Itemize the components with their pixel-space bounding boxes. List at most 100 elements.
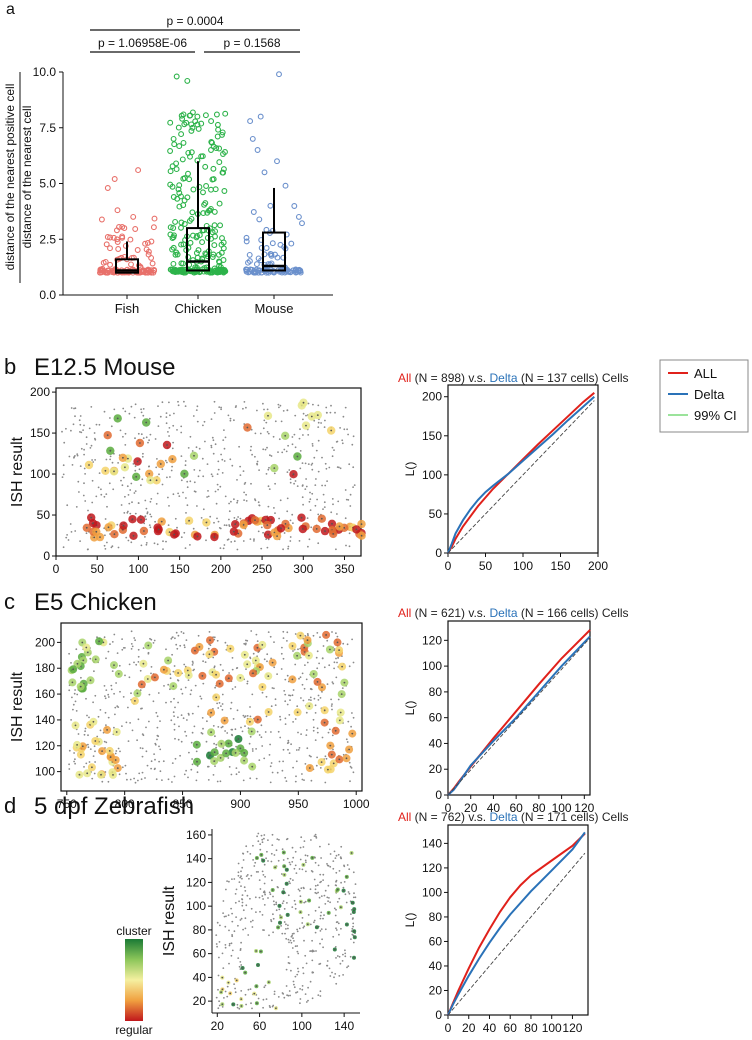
b-map-cell xyxy=(70,407,73,409)
b-map-cell xyxy=(301,485,304,487)
b-map-cell xyxy=(210,444,213,447)
d-map-cell xyxy=(268,891,271,894)
c-map-delta-center xyxy=(117,673,120,675)
d-map-cell xyxy=(303,925,306,928)
d-map-cell xyxy=(242,852,244,855)
d-map-cell xyxy=(335,908,337,911)
c-map-delta-center xyxy=(332,762,335,765)
a-point xyxy=(208,186,214,193)
b-map-cell xyxy=(325,411,328,414)
b-map-cell xyxy=(344,406,347,409)
c-map-cell xyxy=(111,670,114,672)
c-map-delta-center xyxy=(234,752,237,754)
b-map-cell xyxy=(321,456,323,459)
d-map-delta-center xyxy=(244,971,247,974)
c-map-cell xyxy=(214,735,216,738)
d-map-cell xyxy=(245,904,248,907)
c-map-cell xyxy=(251,750,254,752)
c-map-cell xyxy=(247,727,250,729)
d-map-delta-center xyxy=(299,900,302,903)
c-map-delta-center xyxy=(308,767,311,769)
c-map-cell xyxy=(330,698,332,701)
b-map-cell xyxy=(279,499,282,502)
a-point xyxy=(292,267,299,274)
d-map-cell xyxy=(313,921,315,924)
d-map-cell xyxy=(283,996,286,999)
c-map-delta-center xyxy=(215,673,218,676)
d-map-cell xyxy=(265,857,267,860)
d-map-delta-center xyxy=(275,1007,277,1010)
c-map-cell xyxy=(310,699,312,701)
b-map-cell xyxy=(137,432,140,435)
b-map-delta-center xyxy=(315,528,318,530)
c-map-cell xyxy=(251,693,254,696)
c-map-frame xyxy=(60,622,363,792)
b-map-cell xyxy=(193,469,196,471)
c-map-cell xyxy=(88,761,91,763)
a-boxes xyxy=(115,161,286,274)
c-map-cell xyxy=(177,634,180,637)
d-map-cell xyxy=(305,962,308,965)
a-point xyxy=(110,234,117,241)
d-map-delta-center xyxy=(340,906,342,909)
c-map-cell xyxy=(137,718,140,721)
d-map-cell xyxy=(322,917,324,920)
d-map-cell xyxy=(291,947,294,949)
c-map-cell xyxy=(304,664,306,666)
c-map-cell xyxy=(220,705,222,707)
c-curve-series-delta xyxy=(447,635,591,796)
b-map-cell xyxy=(124,432,127,435)
c-map-cell xyxy=(317,694,320,697)
b-map-cell xyxy=(173,412,175,415)
d-map-cell xyxy=(329,901,331,904)
b-map-cell xyxy=(142,414,145,417)
c-map-cell xyxy=(298,677,300,680)
a-point xyxy=(218,241,225,248)
a-point xyxy=(194,254,201,261)
a-point xyxy=(169,246,176,253)
d-map-cell xyxy=(334,914,337,917)
c-map-cell xyxy=(122,647,125,649)
d-map-cell xyxy=(321,938,323,941)
b-map-cell xyxy=(166,476,168,479)
b-map-cell xyxy=(122,435,124,438)
c-map-cell xyxy=(173,715,176,717)
d-map-cell xyxy=(293,899,296,902)
c-map-delta-center xyxy=(243,759,246,762)
c-map-cell xyxy=(332,682,335,685)
c-map-cell xyxy=(180,714,183,716)
d-map-cell xyxy=(239,961,242,963)
c-map-cell xyxy=(248,742,251,745)
b-map-cell xyxy=(166,461,168,464)
b-map-ytick-label: 100 xyxy=(30,467,50,481)
c-map-delta-center xyxy=(209,639,211,642)
b-map-delta-center xyxy=(109,449,112,452)
c-map-ytick-label: 160 xyxy=(35,687,55,701)
d-map-cell xyxy=(294,864,297,867)
b-map-cell xyxy=(184,464,187,467)
a-point xyxy=(193,268,200,275)
d-map-cell xyxy=(283,921,286,923)
c-map-cell xyxy=(221,693,224,696)
d-curve-ytick-label: 140 xyxy=(422,836,442,850)
a-point xyxy=(203,183,210,189)
b-map-delta-center xyxy=(148,472,151,475)
c-map-cell xyxy=(137,779,139,782)
c-map-cell xyxy=(127,706,129,709)
b-map-cell xyxy=(161,468,164,471)
b-map-cell xyxy=(222,547,225,550)
c-map-cell xyxy=(154,743,157,746)
colorbar-gradient xyxy=(125,939,143,1021)
a-point xyxy=(193,234,200,241)
b-map-cell xyxy=(305,478,307,480)
d-map-cell xyxy=(299,1002,301,1005)
c-map-cell xyxy=(158,760,161,763)
c-map-cell xyxy=(249,777,252,780)
d-map-cell xyxy=(228,880,230,883)
c-map-cell xyxy=(195,750,198,753)
c-map-cell xyxy=(107,696,110,698)
c-map-cell xyxy=(269,781,272,784)
panel-c-map: 750 800 850 900 950 1000100120140160180200ISH… xyxy=(9,622,370,811)
c-map-delta-center xyxy=(312,673,315,675)
c-map-cell xyxy=(104,711,107,714)
